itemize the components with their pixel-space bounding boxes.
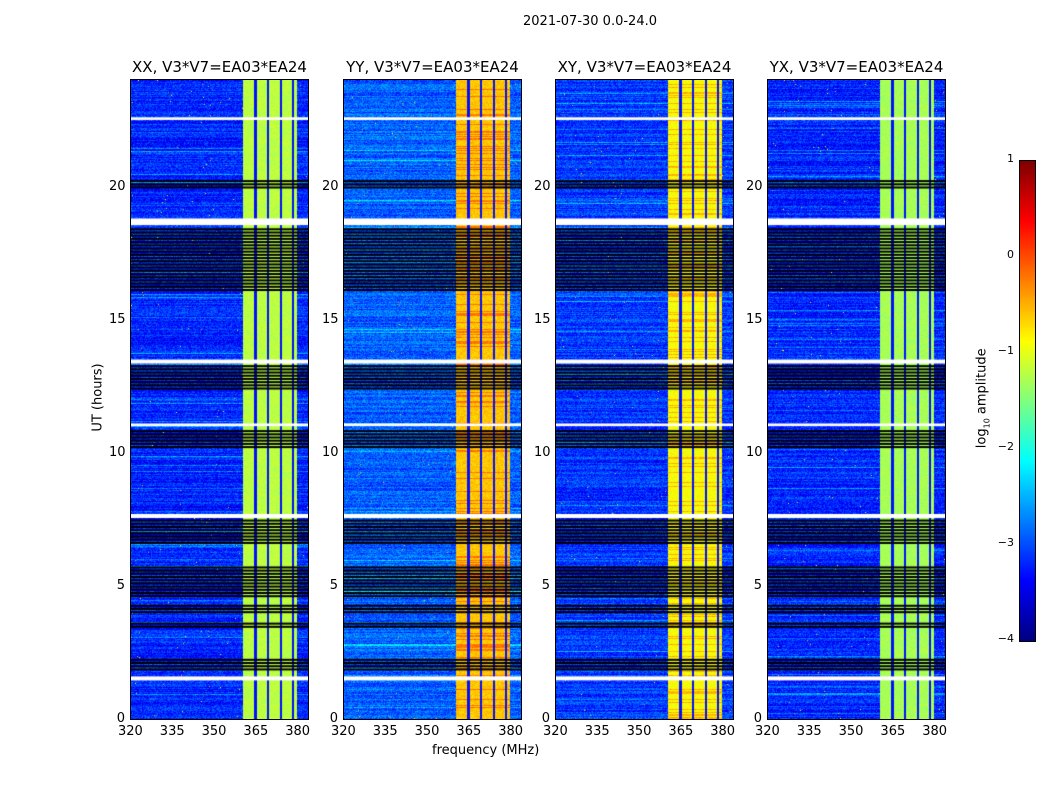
- colorbar-tick-label: −1: [997, 344, 1014, 357]
- x-tick-label: 335: [584, 724, 610, 739]
- heatmap-panel: [555, 79, 734, 720]
- colorbar-tick-label: −2: [997, 440, 1014, 453]
- y-tick-label: 15: [322, 311, 339, 327]
- x-axis-label: frequency (MHz): [432, 743, 540, 758]
- x-tick-label: 350: [626, 724, 652, 739]
- x-tick-label: 350: [414, 724, 440, 739]
- x-tick-label: 365: [880, 724, 906, 739]
- colorbar-label: log10 amplitude: [974, 348, 992, 449]
- y-tick-label: 0: [329, 711, 338, 726]
- y-tick-label: 15: [746, 311, 763, 327]
- x-tick-label: 350: [838, 724, 864, 739]
- y-tick-label: 20: [322, 178, 339, 194]
- x-tick-label: 365: [668, 724, 694, 739]
- panel-title: XX, V3*V7=EA03*EA24: [132, 58, 307, 76]
- x-tick-label: 335: [372, 724, 398, 739]
- y-tick-label: 0: [541, 711, 550, 726]
- x-tick-label: 335: [159, 724, 185, 739]
- y-tick-label: 15: [534, 311, 551, 327]
- figure-title: 2021-07-30 0.0-24.0: [523, 14, 657, 29]
- colorbar-tick-label: −3: [997, 536, 1014, 549]
- colorbar: [1019, 160, 1036, 642]
- x-tick-label: 320: [755, 724, 780, 739]
- y-tick-label: 20: [534, 178, 551, 194]
- x-tick-label: 380: [710, 724, 736, 739]
- heatmap-panel: [343, 79, 522, 720]
- panel-title: XY, V3*V7=EA03*EA24: [557, 58, 732, 76]
- x-tick-label: 320: [118, 724, 143, 739]
- x-tick-label: 365: [243, 724, 269, 739]
- x-tick-label: 335: [796, 724, 822, 739]
- y-tick-label: 10: [322, 444, 339, 460]
- y-tick-label: 0: [116, 711, 125, 726]
- colorbar-tick-label: 0: [1007, 248, 1014, 261]
- x-tick-label: 380: [498, 724, 524, 739]
- y-tick-label: 10: [746, 444, 763, 460]
- y-tick-label: 10: [109, 444, 126, 460]
- x-tick-label: 380: [922, 724, 948, 739]
- y-tick-label: 0: [753, 711, 762, 726]
- y-tick-label: 5: [541, 577, 550, 593]
- y-tick-label: 15: [109, 311, 126, 327]
- y-axis-label: UT (hours): [90, 363, 106, 432]
- x-tick-label: 320: [331, 724, 356, 739]
- panel-title: YX, V3*V7=EA03*EA24: [769, 58, 944, 76]
- heatmap-panel: [767, 79, 946, 720]
- colorbar-tick-label: −4: [997, 632, 1014, 645]
- y-tick-label: 5: [753, 577, 762, 593]
- y-tick-label: 5: [116, 577, 125, 593]
- y-tick-label: 5: [329, 577, 338, 593]
- y-tick-label: 20: [746, 178, 763, 194]
- y-tick-label: 10: [534, 444, 551, 460]
- x-tick-label: 350: [201, 724, 227, 739]
- x-tick-label: 380: [285, 724, 311, 739]
- panel-title: YY, V3*V7=EA03*EA24: [346, 58, 519, 76]
- heatmap-panel: [130, 79, 309, 720]
- x-tick-label: 320: [543, 724, 568, 739]
- y-tick-label: 20: [109, 178, 126, 194]
- colorbar-tick-label: 1: [1007, 152, 1014, 165]
- x-tick-label: 365: [456, 724, 482, 739]
